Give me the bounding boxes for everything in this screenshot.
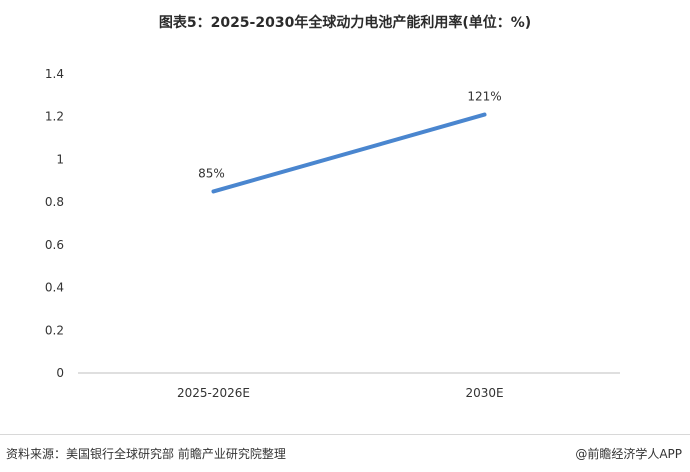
chart-title: 图表5：2025-2030年全球动力电池产能利用率(单位：%) — [158, 15, 532, 31]
y-tick-label: 0 — [56, 366, 64, 380]
y-tick-label: 0.6 — [45, 238, 64, 252]
line-chart: 0 0.2 0.4 0.6 0.8 1 1.2 1.4 2025-2026E 2030E 85%… — [45, 67, 620, 400]
y-tick-label: 1 — [56, 152, 64, 166]
data-label: 85% — [198, 166, 225, 180]
credit-note: @前瞻经济学人APP — [575, 447, 682, 461]
y-tick-label: 0.2 — [45, 323, 64, 337]
y-tick-label: 0.8 — [45, 195, 64, 209]
x-tick-label: 2025-2026E — [177, 386, 250, 400]
x-tick-label: 2030E — [465, 386, 503, 400]
data-labels: 85% 121% — [198, 90, 501, 181]
y-axis-ticks: 0 0.2 0.4 0.6 0.8 1 1.2 1.4 — [45, 67, 64, 380]
series-group — [211, 112, 487, 194]
y-tick-label: 0.4 — [45, 281, 64, 295]
x-axis-ticks: 2025-2026E 2030E — [177, 386, 504, 400]
y-tick-label: 1.2 — [45, 110, 64, 124]
footer: 资料来源：美国银行全球研究部 前瞻产业研究院整理 @前瞻经济学人APP — [0, 434, 690, 472]
series-line — [211, 112, 487, 194]
source-note: 资料来源：美国银行全球研究部 前瞻产业研究院整理 — [6, 447, 286, 461]
data-label: 121% — [467, 90, 501, 104]
y-tick-label: 1.4 — [45, 67, 64, 81]
